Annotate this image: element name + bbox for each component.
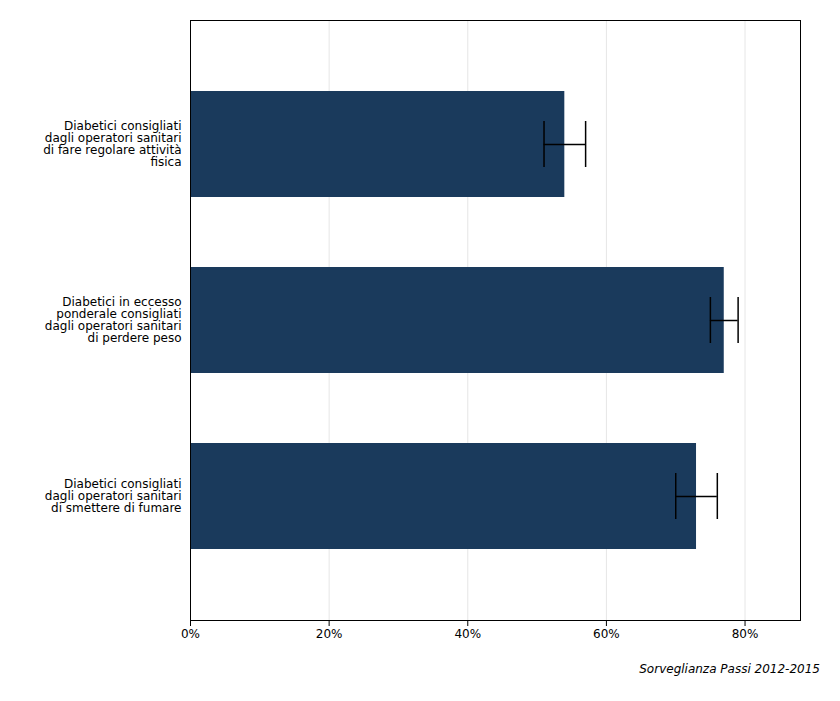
svg-text:60%: 60%	[593, 627, 620, 641]
svg-text:40%: 40%	[454, 627, 481, 641]
svg-text:20%: 20%	[316, 627, 343, 641]
html-text:Sorveglianza Passi 2012-2015: Sorveglianza Passi 2012-2015	[639, 662, 820, 676]
svg-text:Diabetici consigliatidagli ope: Diabetici consigliatidagli operatori san…	[43, 119, 181, 169]
svg-text:0%: 0%	[181, 627, 200, 641]
svg-text:Diabetici in eccessoponderale: Diabetici in eccessoponderale consigliat…	[45, 295, 182, 345]
svg-text:Diabetici consigliatidagli ope: Diabetici consigliatidagli operatori san…	[45, 477, 182, 515]
svg-text:80%: 80%	[732, 627, 759, 641]
